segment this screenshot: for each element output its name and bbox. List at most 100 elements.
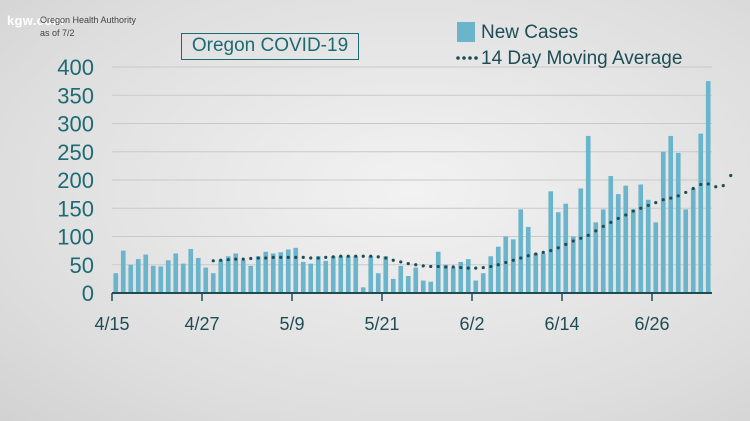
avg-point [451, 265, 455, 269]
avg-point [676, 194, 680, 198]
bar-new-cases [315, 256, 321, 293]
data-source-note: Oregon Health Authority as of 7/2 [40, 14, 136, 40]
bar-new-cases [540, 253, 546, 293]
bar-new-cases [225, 256, 231, 293]
bar-new-cases [158, 266, 164, 293]
avg-point [699, 182, 703, 187]
avg-point [421, 264, 425, 268]
avg-point [556, 246, 560, 250]
avg-point [564, 242, 568, 247]
avg-point [571, 239, 575, 243]
bar-new-cases [188, 248, 194, 293]
y-tick-label: 200 [57, 168, 94, 193]
avg-point [654, 201, 658, 205]
bar-new-cases [668, 135, 674, 293]
legend-label-new-cases: New Cases [481, 22, 578, 43]
avg-point [354, 254, 358, 258]
bar-new-cases [120, 250, 126, 293]
avg-point [301, 255, 305, 260]
brand-logo: kgw.com [7, 13, 65, 28]
avg-point [466, 266, 470, 270]
avg-point [339, 254, 343, 258]
avg-point [294, 255, 298, 260]
bar-new-cases [128, 264, 134, 293]
bar-new-cases [330, 256, 336, 293]
legend-swatch-dot [456, 56, 460, 60]
bar-new-cases [563, 203, 569, 293]
avg-point [691, 186, 695, 191]
bar-new-cases [690, 188, 696, 293]
bar-new-cases [248, 265, 254, 293]
avg-point [646, 203, 650, 208]
avg-point [631, 209, 635, 213]
avg-point [616, 216, 620, 221]
avg-point [346, 254, 350, 258]
bar-new-cases [503, 236, 509, 293]
avg-point [391, 258, 395, 262]
legend-swatch-dot [474, 56, 478, 60]
avg-point [279, 255, 283, 260]
avg-point [511, 258, 515, 262]
bar-new-cases [555, 212, 561, 293]
y-tick-label: 250 [57, 140, 94, 165]
bar-new-cases [255, 256, 261, 293]
bar-new-cases [113, 273, 119, 293]
avg-point [376, 255, 380, 259]
bar-new-cases [203, 267, 209, 293]
bar-new-cases [293, 247, 299, 293]
y-tick-label: 400 [57, 55, 94, 80]
avg-point [219, 258, 223, 262]
bar-new-cases [638, 184, 644, 293]
bar-new-cases [278, 252, 284, 293]
avg-point [684, 190, 688, 195]
bar-new-cases [615, 194, 621, 293]
avg-point [519, 256, 523, 260]
avg-point [729, 173, 733, 178]
avg-point [534, 252, 538, 256]
avg-point [706, 182, 710, 186]
bar-new-cases [150, 265, 156, 293]
avg-point [286, 255, 290, 260]
x-tick-label: 4/15 [94, 314, 129, 334]
bar-new-cases [675, 152, 681, 293]
x-tick-label: 5/21 [364, 314, 399, 334]
avg-point [504, 260, 508, 265]
bar-new-cases [473, 280, 479, 293]
bar-new-cases [443, 264, 449, 293]
avg-point [639, 206, 643, 210]
bar-new-cases [360, 287, 366, 293]
avg-point [309, 256, 313, 260]
bar-new-cases [488, 256, 494, 293]
y-tick-label: 50 [70, 253, 94, 278]
avg-point [414, 263, 418, 267]
avg-point [601, 224, 605, 228]
bar-new-cases [338, 256, 344, 293]
avg-point [316, 256, 320, 260]
avg-point [234, 257, 238, 261]
avg-point [406, 262, 410, 266]
bar-new-cases [263, 251, 269, 293]
y-tick-label: 350 [57, 83, 94, 108]
bar-new-cases [450, 267, 456, 293]
bar-new-cases [585, 135, 591, 293]
bar-new-cases [495, 246, 501, 293]
source-line-1: Oregon Health Authority [40, 15, 137, 25]
bar-new-cases [435, 251, 441, 293]
x-tick-label: 6/26 [634, 314, 669, 334]
avg-point [241, 257, 245, 261]
avg-point [361, 254, 365, 258]
bar-new-cases [630, 209, 636, 293]
avg-point [399, 260, 403, 264]
bar-new-cases [645, 199, 651, 293]
legend-swatch-dot [468, 56, 472, 60]
bar-new-cases [195, 257, 201, 293]
bar-new-cases [390, 278, 396, 293]
avg-point [271, 255, 275, 260]
bar-new-cases [593, 222, 599, 293]
bar-new-cases [570, 236, 576, 293]
avg-point [474, 266, 478, 270]
avg-point [669, 196, 673, 200]
avg-point [459, 265, 463, 270]
avg-point [249, 256, 253, 261]
bar-new-cases [623, 185, 629, 293]
